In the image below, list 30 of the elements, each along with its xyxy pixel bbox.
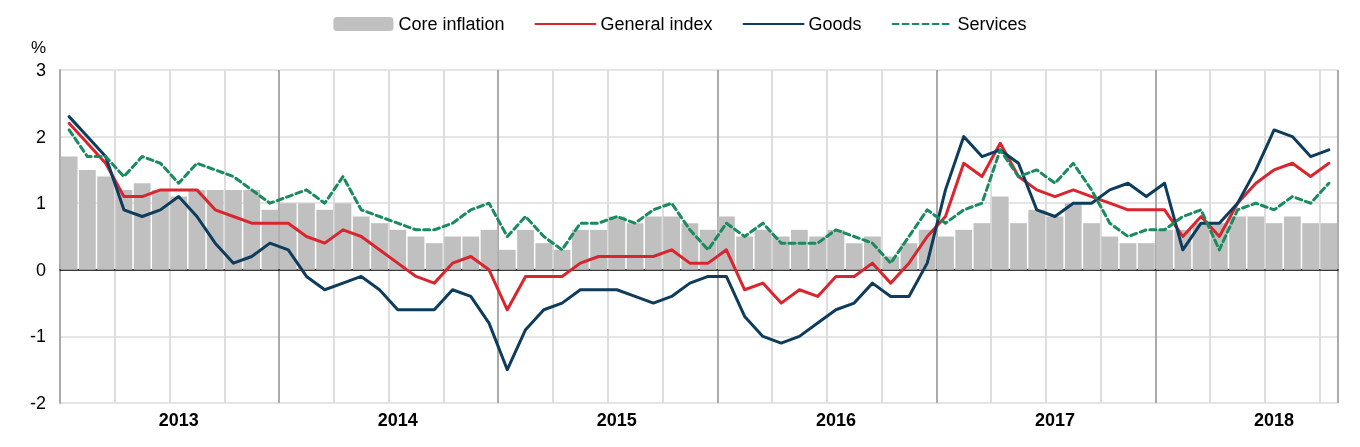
line-series <box>67 128 1331 265</box>
bar <box>553 249 571 270</box>
y-tick-label: 1 <box>35 193 46 214</box>
bar <box>1119 243 1137 270</box>
bar <box>480 229 498 270</box>
bar <box>973 223 991 270</box>
line-series <box>67 115 1331 372</box>
x-tick-label: 2016 <box>815 410 856 430</box>
x-tick-label: 2018 <box>1254 410 1295 430</box>
legend-label: General index <box>600 14 713 34</box>
y-tick-label: -2 <box>29 393 46 413</box>
y-axis-title: % <box>30 38 46 57</box>
bar <box>754 229 772 270</box>
bar <box>827 229 845 270</box>
x-tick-label: 2014 <box>377 410 418 430</box>
legend-label: Services <box>957 14 1027 34</box>
y-tick-label: 3 <box>35 60 46 80</box>
y-tick-label: -1 <box>29 326 46 347</box>
bar <box>407 236 425 270</box>
legend-label: Core inflation <box>398 14 505 34</box>
y-tick-label: 0 <box>35 259 46 280</box>
bar <box>1265 223 1283 270</box>
y-tick-label: 2 <box>35 126 46 147</box>
legend-label: Goods <box>808 14 862 34</box>
bar <box>1046 216 1064 270</box>
x-tick-label: 2017 <box>1034 410 1076 430</box>
bar <box>334 203 352 270</box>
x-tick-label: 2013 <box>158 410 199 430</box>
x-tick-label: 2015 <box>596 410 637 430</box>
line-series <box>67 121 1331 312</box>
